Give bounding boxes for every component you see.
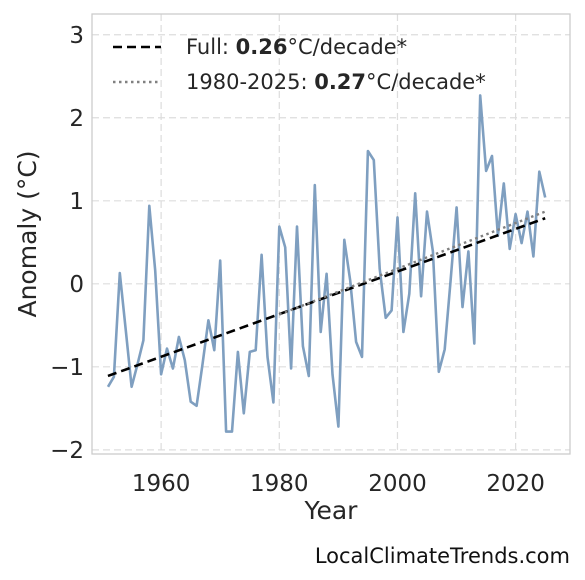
legend-recent-rate: 0.27	[314, 70, 366, 94]
y-tick-label: −2	[50, 438, 84, 464]
y-tick-label: 3	[69, 23, 84, 49]
x-tick-label: 1980	[250, 471, 309, 497]
trend-layer	[107, 210, 546, 378]
y-axis-title: Anomaly (°C)	[13, 150, 42, 317]
y-tick-label: 2	[69, 106, 84, 132]
series-layer	[106, 94, 547, 433]
legend-recent-text: 1980-2025: 0.27°C/decade*	[186, 70, 486, 94]
legend-full-unit: °C/decade*	[288, 35, 408, 59]
legend-full-rate: 0.26	[236, 35, 288, 59]
x-tick-label: 2000	[368, 471, 427, 497]
x-tick-label: 1960	[132, 471, 191, 497]
plot-area-background	[92, 14, 570, 454]
legend-recent-unit: °C/decade*	[366, 70, 486, 94]
legend-recent-prefix: 1980-2025:	[186, 70, 314, 94]
x-tick-label: 2020	[486, 471, 545, 497]
legend-full-prefix: Full:	[186, 35, 236, 59]
series-line	[106, 94, 547, 433]
legend-full-text: Full: 0.26°C/decade*	[186, 35, 407, 59]
y-tick-label: 0	[69, 272, 84, 298]
plot-frame	[91, 13, 571, 455]
x-tick-labels: 1960 1980 2000 2020	[132, 471, 545, 497]
x-axis-title: Year	[304, 496, 359, 525]
y-tick-label: 1	[69, 189, 84, 215]
y-tick-label: −1	[50, 355, 84, 381]
legend: Full: 0.26°C/decade* 1980-2025: 0.27°C/d…	[113, 35, 486, 94]
y-tick-labels: −2 −1 0 1 2 3	[50, 23, 84, 464]
watermark: LocalClimateTrends.com	[314, 544, 570, 568]
